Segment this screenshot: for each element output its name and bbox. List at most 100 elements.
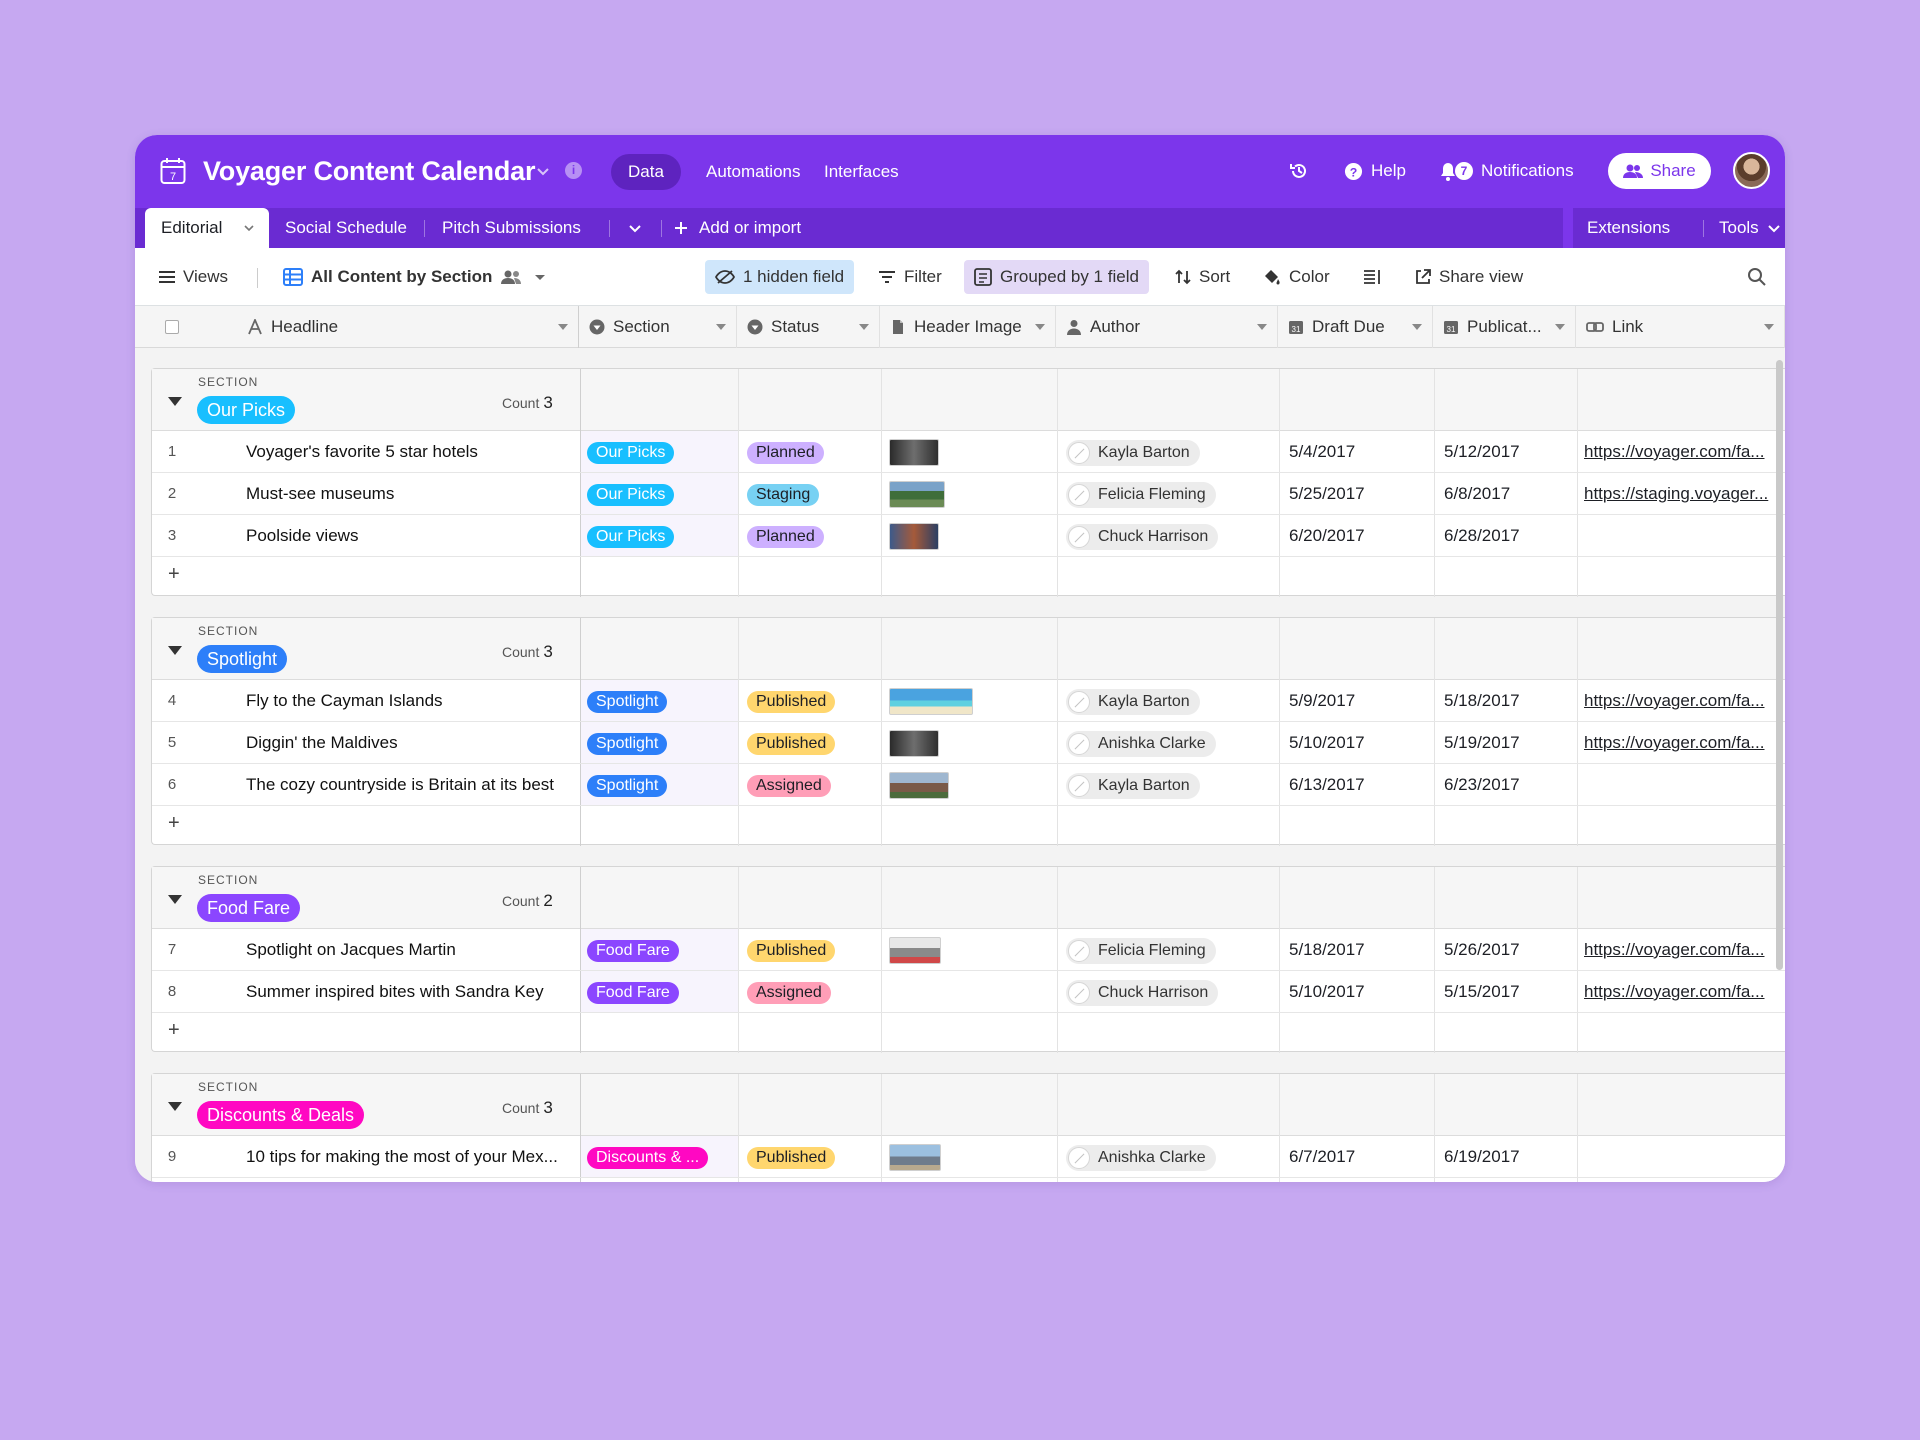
table-row[interactable]: 7 Spotlight on Jacques Martin Food Fare Pub… bbox=[152, 929, 1785, 971]
calendar-icon[interactable]: 7 bbox=[160, 157, 186, 185]
header-image-thumbnail[interactable] bbox=[889, 481, 945, 509]
headline-cell[interactable]: Fly to the Cayman Islands bbox=[246, 691, 443, 710]
table-row[interactable]: 9 10 tips for making the most of your Mex… bbox=[152, 1136, 1785, 1178]
chevron-down-icon[interactable] bbox=[1555, 324, 1565, 330]
collapse-toggle-icon[interactable] bbox=[168, 646, 182, 655]
draft-due-cell[interactable]: 6/13/2017 bbox=[1289, 775, 1365, 794]
tools-button[interactable]: Tools bbox=[1719, 208, 1781, 248]
column-header-header-image[interactable]: Header Image bbox=[880, 306, 1056, 348]
chevron-down-icon[interactable] bbox=[558, 324, 568, 330]
publication-date-cell[interactable]: 6/8/2017 bbox=[1444, 484, 1511, 503]
headline-cell[interactable]: Poolside views bbox=[246, 526, 359, 545]
column-header-section[interactable]: Section bbox=[579, 306, 737, 348]
publication-date-cell[interactable]: 5/12/2017 bbox=[1444, 442, 1520, 461]
collapse-toggle-icon[interactable] bbox=[168, 895, 182, 904]
color-button[interactable]: Color bbox=[1253, 260, 1340, 294]
collapse-toggle-icon[interactable] bbox=[168, 1102, 182, 1111]
share-view-button[interactable]: Share view bbox=[1405, 260, 1533, 294]
header-image-thumbnail[interactable] bbox=[889, 523, 939, 551]
section-cell[interactable]: Our Picks bbox=[581, 515, 738, 556]
header-image-thumbnail[interactable] bbox=[889, 772, 949, 800]
header-image-cell[interactable] bbox=[889, 929, 1057, 970]
nav-tab-data[interactable]: Data bbox=[611, 154, 681, 190]
collapse-toggle-icon[interactable] bbox=[168, 397, 182, 406]
sort-button[interactable]: Sort bbox=[1165, 260, 1240, 294]
share-button[interactable]: Share bbox=[1608, 153, 1711, 189]
header-image-cell[interactable] bbox=[889, 722, 1057, 763]
draft-due-cell[interactable]: 5/18/2017 bbox=[1289, 940, 1365, 959]
vertical-scrollbar[interactable] bbox=[1776, 360, 1783, 970]
link-cell[interactable]: https://voyager.com/fa... bbox=[1584, 680, 1780, 721]
header-image-thumbnail[interactable] bbox=[889, 688, 973, 716]
section-cell[interactable]: Food Fare bbox=[581, 971, 738, 1012]
column-header-publication-date[interactable]: 31 Publicat... bbox=[1433, 306, 1576, 348]
tab-social-schedule[interactable]: Social Schedule bbox=[285, 218, 407, 237]
draft-due-cell[interactable]: 5/10/2017 bbox=[1289, 982, 1365, 1001]
column-header-author[interactable]: Author bbox=[1056, 306, 1278, 348]
select-all-checkbox[interactable] bbox=[165, 320, 179, 334]
chevron-down-icon[interactable] bbox=[859, 324, 869, 330]
section-cell[interactable]: Spotlight bbox=[581, 764, 738, 805]
status-cell[interactable]: Planned bbox=[747, 515, 881, 556]
link-cell[interactable] bbox=[1584, 764, 1780, 805]
chevron-down-icon[interactable] bbox=[1412, 324, 1422, 330]
link-url[interactable]: https://voyager.com/fa... bbox=[1584, 691, 1765, 710]
author-cell[interactable]: Kayla Barton bbox=[1066, 680, 1279, 721]
status-cell[interactable]: Published bbox=[747, 929, 881, 970]
chevron-down-icon[interactable] bbox=[535, 163, 551, 179]
header-image-thumbnail[interactable] bbox=[889, 439, 939, 467]
headline-cell[interactable]: The cozy countryside is Britain at its b… bbox=[246, 775, 555, 794]
chevron-down-icon[interactable] bbox=[1764, 324, 1774, 330]
tab-pitch-submissions[interactable]: Pitch Submissions bbox=[442, 218, 581, 237]
publication-date-cell[interactable]: 5/18/2017 bbox=[1444, 691, 1520, 710]
history-button[interactable] bbox=[1289, 153, 1309, 189]
chevron-down-icon[interactable] bbox=[627, 221, 643, 237]
author-cell[interactable]: Kayla Barton bbox=[1066, 431, 1279, 472]
status-cell[interactable]: Published bbox=[747, 680, 881, 721]
header-image-cell[interactable] bbox=[889, 1136, 1057, 1177]
status-cell[interactable]: Published bbox=[747, 722, 881, 763]
notifications-button[interactable]: 7 Notifications bbox=[1439, 153, 1574, 189]
section-cell[interactable]: Our Picks bbox=[581, 431, 738, 472]
link-cell[interactable]: https://voyager.com/fa... bbox=[1584, 971, 1780, 1012]
author-cell[interactable]: Felicia Fleming bbox=[1066, 473, 1279, 514]
tab-editorial[interactable]: Editorial bbox=[145, 208, 269, 248]
link-url[interactable]: https://voyager.com/fa... bbox=[1584, 982, 1765, 1001]
row-height-button[interactable] bbox=[1353, 260, 1391, 294]
status-cell[interactable]: Assigned bbox=[747, 764, 881, 805]
link-url[interactable]: https://voyager.com/fa... bbox=[1584, 733, 1765, 752]
header-image-cell[interactable] bbox=[889, 431, 1057, 472]
chevron-down-icon[interactable] bbox=[1035, 324, 1045, 330]
add-record-button[interactable]: + bbox=[152, 806, 1785, 846]
header-image-cell[interactable] bbox=[889, 473, 1057, 514]
link-cell[interactable]: https://voyager.com/fa... bbox=[1584, 431, 1780, 472]
header-image-thumbnail[interactable] bbox=[889, 1144, 941, 1172]
link-cell[interactable] bbox=[1584, 1136, 1780, 1177]
draft-due-cell[interactable]: 6/20/2017 bbox=[1289, 526, 1365, 545]
hidden-fields-button[interactable]: 1 hidden field bbox=[705, 260, 855, 294]
link-url[interactable]: https://staging.voyager... bbox=[1584, 484, 1769, 503]
draft-due-cell[interactable]: 5/25/2017 bbox=[1289, 484, 1365, 503]
headline-cell[interactable]: Spotlight on Jacques Martin bbox=[246, 940, 456, 959]
headline-cell[interactable]: Summer inspired bites with Sandra Key bbox=[246, 982, 544, 1001]
status-cell[interactable]: Published bbox=[747, 1136, 881, 1177]
avatar[interactable] bbox=[1733, 152, 1770, 189]
table-row[interactable]: 1 Voyager's favorite 5 star hotels Our Pic… bbox=[152, 431, 1785, 473]
link-cell[interactable]: https://voyager.com/fa... bbox=[1584, 722, 1780, 763]
author-cell[interactable]: Anishka Clarke bbox=[1066, 722, 1279, 763]
link-url[interactable]: https://voyager.com/fa... bbox=[1584, 442, 1765, 461]
add-record-button[interactable]: + bbox=[152, 557, 1785, 597]
author-cell[interactable]: Chuck Harrison bbox=[1066, 515, 1279, 556]
headline-cell[interactable]: 10 tips for making the most of your Mex.… bbox=[246, 1147, 558, 1166]
column-header-headline[interactable]: Headline bbox=[135, 306, 579, 348]
author-cell[interactable]: Kayla Barton bbox=[1066, 764, 1279, 805]
publication-date-cell[interactable]: 6/28/2017 bbox=[1444, 526, 1520, 545]
link-url[interactable]: https://voyager.com/fa... bbox=[1584, 940, 1765, 959]
column-header-draft-due[interactable]: 31 Draft Due bbox=[1278, 306, 1433, 348]
publication-date-cell[interactable]: 5/19/2017 bbox=[1444, 733, 1520, 752]
headline-cell[interactable]: Diggin' the Maldives bbox=[246, 733, 398, 752]
header-image-cell[interactable] bbox=[889, 971, 1057, 1012]
status-cell[interactable]: Staging bbox=[747, 473, 881, 514]
filter-button[interactable]: Filter bbox=[868, 260, 952, 294]
section-cell[interactable]: Our Picks bbox=[581, 473, 738, 514]
